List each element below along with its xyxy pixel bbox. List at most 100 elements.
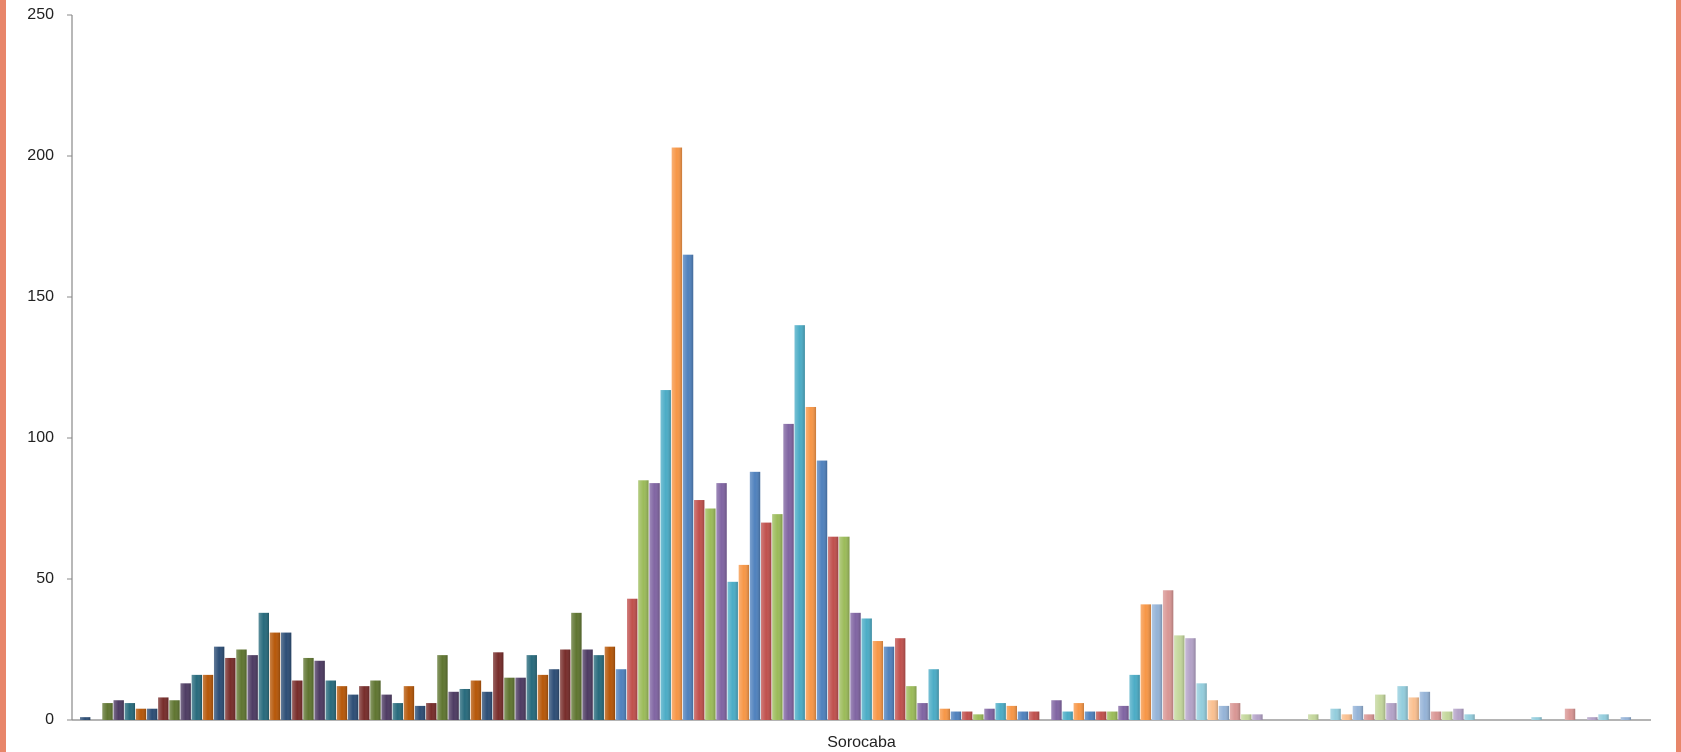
bar-shade [593,655,604,720]
bar-shade [336,686,348,720]
bar-shade [1386,703,1397,720]
bar-shade [1051,700,1062,720]
bar-shade [1006,705,1017,720]
y-tick-label: 250 [27,6,54,23]
bar-shade [414,705,426,720]
bar-shade [426,703,437,720]
bar-shade [347,694,359,720]
bar-shade [1375,694,1386,720]
bar-shade [1620,717,1632,720]
bar-shade [772,514,783,720]
bar-shade [548,669,560,720]
bar-shade [839,536,850,720]
bar-shade [102,703,113,720]
bar-shade [1352,705,1364,720]
bar-shade [113,700,124,720]
bar-shade [269,632,281,720]
bar-shade [749,471,761,720]
bar-shade [761,522,772,720]
bar-shade [738,564,750,720]
bar-shade [303,657,314,720]
bar-shade [225,657,236,720]
bar-shade [872,641,884,720]
bar-shade [437,655,448,720]
bar-shade [180,683,191,720]
bar-shade [1140,604,1151,720]
bar-shade [1095,711,1107,720]
bar-shade [995,703,1006,720]
bar-shade [537,674,549,720]
bar-shade [816,460,828,720]
bar-shade [604,646,616,720]
bar-shade [1252,714,1263,720]
bar-shade [158,697,169,720]
bar-shade [504,677,515,720]
bar-shade [1017,711,1029,720]
bar-shade [403,686,415,720]
bar-shade [682,254,694,720]
bar-shade [1107,711,1118,720]
bar-shade [381,694,392,720]
bar-shade [627,598,638,720]
right-border [1676,0,1681,752]
bar-shade [671,147,683,721]
bar-shade [247,655,258,720]
bar-shade [359,686,370,720]
bar-shade [1587,717,1598,720]
bar-shade [638,480,649,720]
bar-shade [615,669,627,720]
bar-shade [1028,711,1040,720]
bar-shade [135,708,147,720]
bar-shade [213,646,225,720]
bar-shade [560,649,571,720]
bar-shade [1397,686,1408,720]
bar-shade [984,708,995,720]
y-tick-label: 50 [36,570,54,587]
bar-shade [917,703,928,720]
bar-shade [481,691,493,720]
bar-shade [1218,705,1230,720]
bar-shade [805,406,817,720]
bar-shade [1118,705,1129,720]
bar-shade [928,669,939,720]
bar-shade [783,423,794,720]
bar-shade [794,325,805,720]
bar-shade [392,703,403,720]
bar-shade [1151,604,1163,720]
bar-shade [1073,703,1084,720]
bar-shade [515,677,526,720]
bar-shade [727,581,738,720]
bar-shade [1464,714,1475,720]
bar-shade [146,708,158,720]
bar-shade [191,674,203,720]
y-tick-label: 0 [45,711,54,728]
bar-shade [1419,691,1431,720]
bar-shade [1174,635,1185,720]
bar-shade [169,700,180,720]
bar-shade [493,652,504,720]
bar-shade [1185,638,1196,720]
bar-shade [1129,674,1140,720]
bar-shade [1598,714,1609,720]
bar-shade [571,612,582,720]
bar-shade [861,618,872,720]
bar-shade [1062,711,1073,720]
bar-shade [582,649,593,720]
bar-shade [1207,700,1218,720]
bar-shade [828,536,839,720]
bar-shade [1330,708,1341,720]
bar-shade [883,646,895,720]
bar-shade [292,680,303,720]
bar-shade [459,688,470,720]
bar-shade [1241,714,1252,720]
bar-shade [1531,717,1542,720]
bar-shade [1442,711,1453,720]
bar-shade [961,711,973,720]
bar-shade [1229,703,1241,720]
bar-shade [705,508,716,720]
bar-shade [649,483,660,720]
bar-shade [1408,697,1419,720]
bar-shade [906,686,917,720]
bar-shade [470,680,482,720]
bar-shade [370,680,381,720]
